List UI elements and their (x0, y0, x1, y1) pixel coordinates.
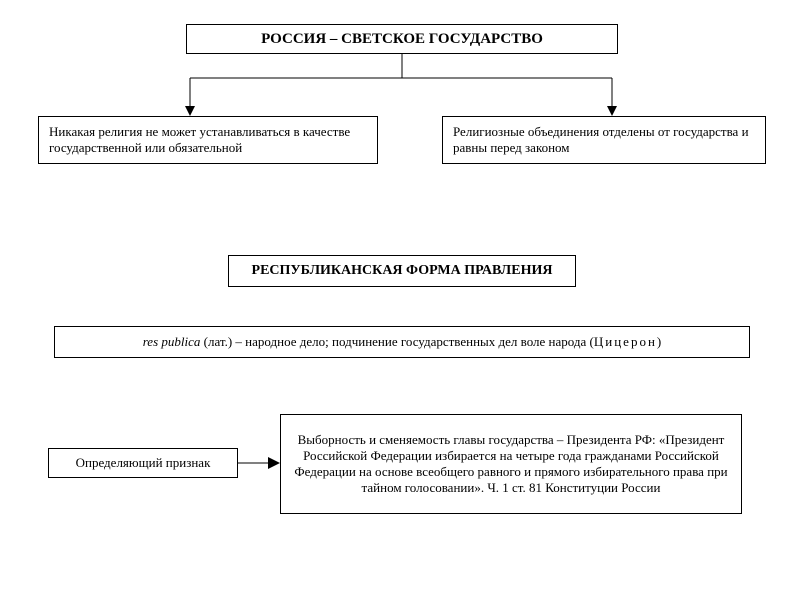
box-no-state-religion-text: Никакая религия не может устанавливаться… (49, 124, 367, 157)
box-res-publica-def: res publica (лат.) – народное дело; подч… (54, 326, 750, 358)
box-religious-assoc-separate: Религиозные объединения отделены от госу… (442, 116, 766, 164)
title-republican-form-text: РЕСПУБЛИКАНСКАЯ ФОРМА ПРАВЛЕНИЯ (252, 262, 553, 280)
title-republican-form: РЕСПУБЛИКАНСКАЯ ФОРМА ПРАВЛЕНИЯ (228, 255, 576, 287)
box-religious-assoc-separate-text: Религиозные объединения отделены от госу… (453, 124, 755, 157)
title-secular-state-text: РОССИЯ – СВЕТСКОЕ ГОСУДАРСТВО (261, 30, 543, 49)
box-attr-label: Определяющий признак (48, 448, 238, 478)
box-res-publica-def-text: res publica (лат.) – народное дело; подч… (143, 334, 662, 350)
box-no-state-religion: Никакая религия не может устанавливаться… (38, 116, 378, 164)
box-attr-label-text: Определяющий признак (76, 455, 211, 471)
title-secular-state: РОССИЯ – СВЕТСКОЕ ГОСУДАРСТВО (186, 24, 618, 54)
box-attr-body: Выборность и сменяемость главы государст… (280, 414, 742, 514)
box-attr-body-text: Выборность и сменяемость главы государст… (291, 432, 731, 497)
